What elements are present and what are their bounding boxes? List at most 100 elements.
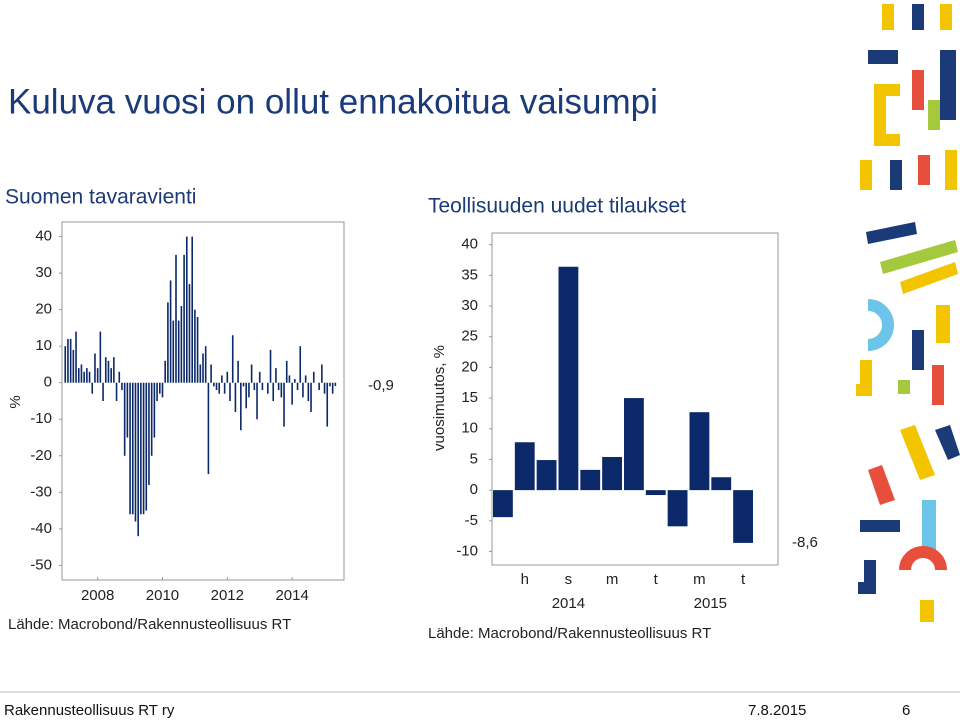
bar	[67, 338, 69, 383]
bar	[291, 382, 293, 405]
bar	[237, 360, 239, 383]
year-label: 2014	[552, 595, 585, 612]
bar	[283, 382, 285, 427]
bar	[536, 460, 557, 491]
bar	[334, 382, 337, 387]
y-tick-label: 40	[35, 228, 52, 245]
y-tick-label: -30	[30, 483, 52, 500]
bar	[261, 382, 264, 391]
bar	[194, 309, 196, 383]
bar	[104, 357, 107, 383]
x-tick-label: m	[693, 571, 706, 588]
bar	[207, 382, 210, 475]
bar	[113, 357, 115, 383]
bar	[331, 382, 334, 394]
footer-organization: Rakennusteollisuus RT ry	[4, 702, 175, 719]
bar	[153, 382, 156, 438]
y-tick-label: -40	[30, 520, 52, 537]
x-tick-label: t	[741, 571, 746, 588]
bar	[83, 371, 85, 383]
bar	[169, 280, 172, 383]
x-tick-label: 2010	[146, 587, 179, 604]
bar	[134, 382, 137, 522]
value-label: -8,6	[792, 534, 818, 551]
bar	[602, 456, 622, 491]
x-tick-label: t	[654, 571, 659, 588]
y-tick-label: 30	[461, 297, 478, 314]
footer-page: 6	[902, 702, 910, 719]
bar	[226, 371, 229, 383]
bar	[185, 236, 188, 383]
bar	[267, 382, 269, 394]
x-tick-label: s	[565, 571, 573, 588]
bar	[645, 490, 666, 496]
bar	[75, 331, 77, 383]
bar	[215, 382, 218, 391]
bar	[558, 266, 579, 491]
bar	[256, 382, 258, 420]
bar	[242, 382, 245, 387]
y-axis-label: vuosimuutos, %	[431, 345, 448, 451]
bar	[86, 368, 88, 383]
bar	[199, 364, 202, 383]
y-tick-label: -10	[30, 410, 52, 427]
x-tick-label: 2008	[81, 587, 114, 604]
bar	[323, 382, 326, 394]
bar	[711, 477, 732, 491]
bar	[280, 382, 283, 398]
bar	[310, 382, 312, 412]
bar	[269, 349, 272, 383]
bar	[123, 382, 126, 456]
bar	[329, 382, 331, 387]
x-tick-label: 2014	[275, 587, 308, 604]
bar	[126, 382, 129, 438]
bar	[277, 382, 280, 391]
bar	[150, 382, 153, 456]
x-tick-label: m	[606, 571, 619, 588]
bar	[91, 382, 94, 394]
bar	[275, 368, 277, 383]
bar	[304, 375, 307, 383]
bar	[245, 382, 248, 409]
bar	[296, 382, 299, 391]
y-tick-label: -5	[465, 512, 478, 529]
bar	[96, 368, 99, 383]
bar	[689, 412, 710, 491]
bar	[212, 382, 215, 387]
bar	[88, 371, 91, 383]
value-label: -0,9	[368, 377, 394, 394]
bar	[253, 382, 256, 391]
bar	[580, 469, 601, 491]
y-tick-label: 0	[470, 481, 478, 498]
bar	[294, 379, 296, 383]
bar	[131, 382, 134, 515]
bar	[288, 375, 291, 383]
bar	[218, 382, 221, 394]
bar	[258, 371, 261, 383]
y-tick-label: 20	[461, 358, 478, 375]
y-tick-label: 10	[35, 337, 52, 354]
y-tick-label: -10	[456, 542, 478, 559]
bar	[250, 364, 253, 383]
bar	[77, 368, 80, 383]
y-tick-label: 20	[35, 301, 52, 318]
bar	[221, 375, 223, 383]
bar	[299, 346, 302, 383]
chart-title: Teollisuuden uudet tilaukset	[428, 195, 686, 218]
source-note: Lähde: Macrobond/Rakennusteollisuus RT	[8, 616, 291, 633]
bar	[624, 398, 644, 491]
bar	[99, 331, 102, 383]
y-tick-label: 0	[44, 374, 52, 391]
bar	[129, 382, 131, 515]
bar	[137, 382, 139, 537]
bar	[204, 346, 207, 383]
footer-date: 7.8.2015	[748, 702, 806, 719]
y-tick-label: 10	[461, 420, 478, 437]
bar	[210, 364, 212, 383]
bar	[180, 306, 183, 383]
bar	[272, 382, 275, 401]
bar	[158, 382, 161, 394]
y-tick-label: 5	[470, 450, 478, 467]
bar	[307, 382, 310, 401]
